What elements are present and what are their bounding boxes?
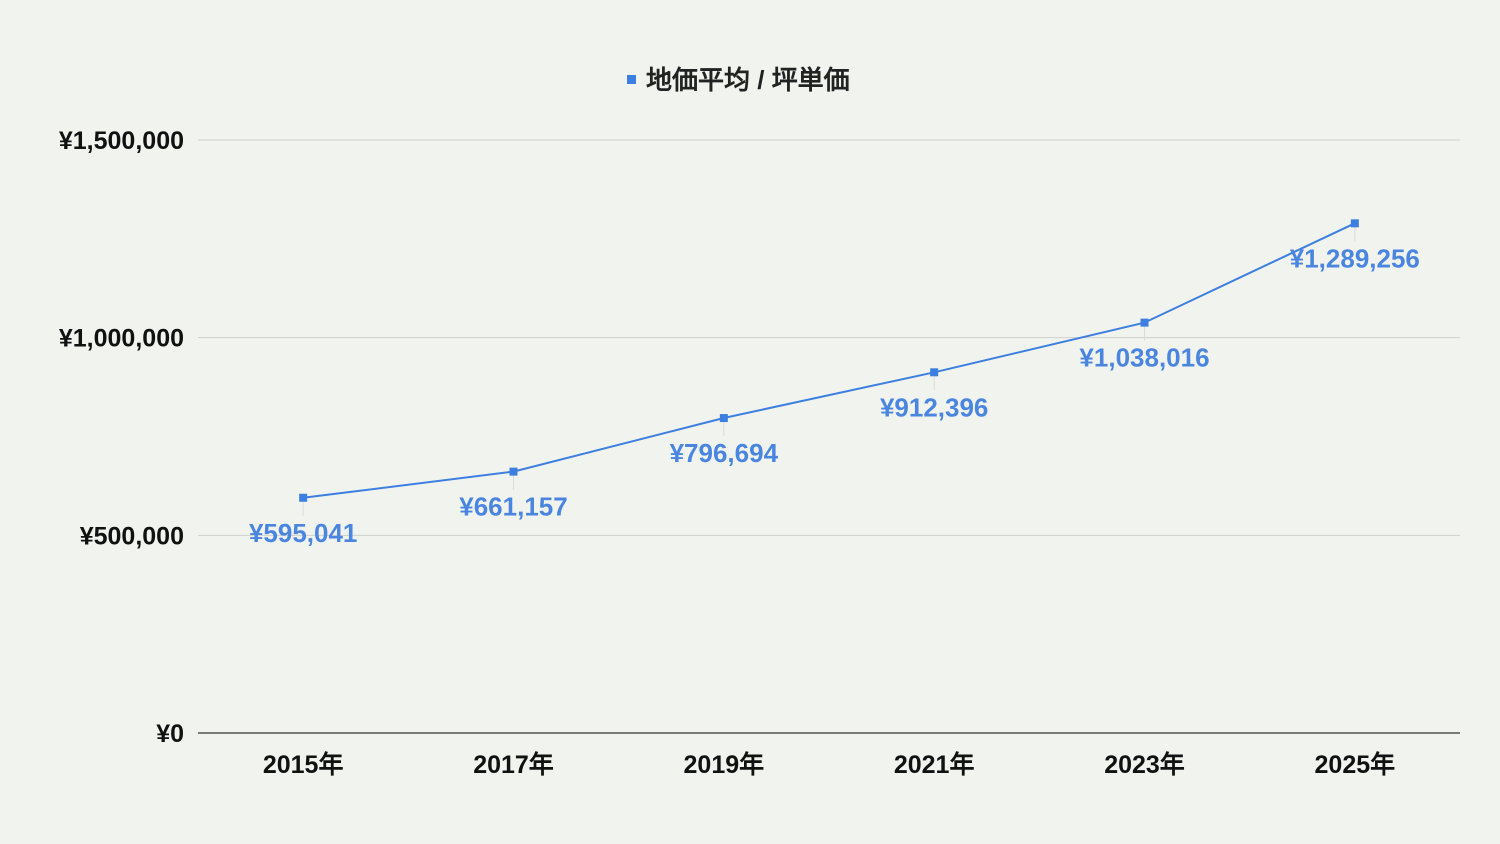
data-label: ¥796,694 <box>670 438 779 468</box>
data-point <box>719 414 728 423</box>
y-axis-tick-labels: ¥0 ¥500,000 ¥1,000,000 ¥1,500,000 <box>59 127 184 748</box>
data-labels: ¥595,041 ¥661,157 ¥796,694 ¥912,396 ¥1,038,0… <box>249 243 1420 547</box>
data-label: ¥661,157 <box>459 492 567 522</box>
data-label: ¥912,396 <box>880 392 988 422</box>
data-point <box>1350 219 1359 228</box>
x-tick-label: 2023年 <box>1104 750 1185 779</box>
series-line <box>303 222 1356 499</box>
data-label: ¥1,289,256 <box>1290 243 1420 273</box>
data-point <box>930 368 939 377</box>
y-tick-label: ¥1,000,000 <box>59 325 184 353</box>
data-label: ¥1,038,016 <box>1079 343 1209 373</box>
x-tick-label: 2015年 <box>263 750 344 779</box>
data-label: ¥595,041 <box>249 518 357 548</box>
x-tick-label: 2017年 <box>473 750 554 779</box>
data-point <box>1140 318 1149 327</box>
y-tick-label: ¥500,000 <box>80 522 184 550</box>
y-tick-label: ¥1,500,000 <box>59 127 184 155</box>
data-point <box>509 467 518 476</box>
legend-swatch <box>627 75 636 84</box>
x-tick-label: 2021年 <box>894 750 975 779</box>
y-tick-label: ¥0 <box>156 720 184 748</box>
legend-label: 地価平均 / 坪単価 <box>646 65 850 95</box>
legend: 地価平均 / 坪単価 <box>627 65 850 95</box>
x-tick-label: 2025年 <box>1315 750 1396 779</box>
x-tick-label: 2019年 <box>684 750 765 779</box>
data-point <box>299 493 308 502</box>
x-axis-tick-labels: 2015年 2017年 2019年 2021年 2023年 2025年 <box>263 750 1395 779</box>
data-points <box>299 219 1359 516</box>
series-line-path <box>303 222 1356 499</box>
gridlines <box>198 139 1460 734</box>
